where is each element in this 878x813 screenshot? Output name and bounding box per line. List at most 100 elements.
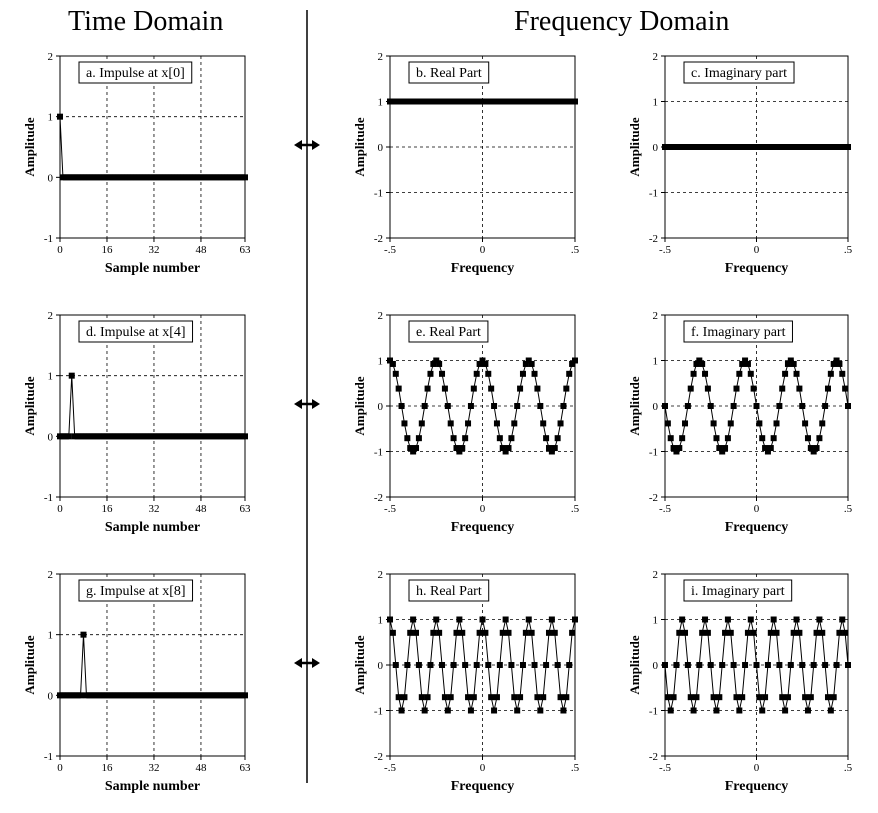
data-point [485, 370, 492, 377]
data-point [662, 403, 668, 409]
data-point [767, 629, 774, 636]
data-point [395, 694, 402, 701]
tick-label-y: 1 [48, 630, 54, 642]
data-point [459, 629, 466, 636]
data-point [444, 707, 451, 714]
data-point [682, 420, 689, 427]
data-point [502, 616, 509, 623]
data-point [407, 445, 414, 452]
data-point [488, 694, 495, 701]
data-point [819, 420, 826, 427]
data-point [682, 629, 689, 636]
x-axis-label: Frequency [725, 779, 789, 794]
data-point [453, 445, 460, 452]
data-point [569, 629, 576, 636]
data-point [392, 370, 399, 377]
data-point [404, 662, 411, 668]
data-point [719, 448, 726, 455]
series-line [59, 116, 245, 178]
tick-label-x: 32 [148, 244, 159, 256]
data-point [522, 629, 529, 636]
data-point [719, 662, 726, 668]
data-point [537, 707, 544, 714]
data-point [799, 662, 806, 668]
data-point [756, 694, 763, 701]
data-point [759, 707, 766, 714]
data-point [441, 694, 448, 701]
data-point [508, 435, 515, 442]
y-axis-label: Amplitude [352, 376, 367, 435]
data-point [563, 385, 570, 392]
tick-label-x: -.5 [659, 503, 671, 515]
data-point [456, 616, 463, 623]
plot-title-box [408, 61, 490, 84]
tick-label-y: -2 [649, 751, 658, 763]
series-line [60, 375, 245, 437]
tick-label-y: 0 [48, 431, 54, 443]
data-point [554, 435, 561, 442]
data-point [827, 370, 834, 377]
data-point [441, 385, 448, 392]
data-point [450, 435, 457, 442]
data-point [485, 662, 492, 668]
data-point [505, 629, 512, 636]
data-point [753, 403, 760, 409]
data-point [572, 616, 578, 623]
y-axis-label: Amplitude [627, 117, 642, 176]
plot-title: f. Imaginary part [691, 325, 786, 340]
data-point [531, 370, 538, 377]
plot-g: 0 16 32 48 63 -1 0 1 2 Sample number Amplitude g. I… [22, 569, 251, 794]
data-point [528, 629, 535, 636]
data-point [693, 360, 700, 367]
tick-label-y: 2 [48, 310, 54, 322]
data-point [790, 360, 797, 367]
data-point [707, 403, 714, 409]
data-point [836, 360, 843, 367]
data-point [540, 694, 547, 701]
data-point [819, 629, 826, 636]
plot-i: -.5 0 .5 -2 -1 0 1 2 Frequency Amplitude i. Imagin… [627, 569, 853, 794]
data-point [699, 629, 706, 636]
tick-label-x: 0 [57, 762, 63, 774]
data-point [473, 662, 480, 668]
data-point [739, 694, 746, 701]
data-point [813, 445, 820, 452]
tick-label-x: 48 [195, 244, 207, 256]
tick-label-x: .5 [844, 762, 853, 774]
plot-h: -.5 0 .5 -2 -1 0 1 2 Frequency Amplitude h. Real P… [352, 569, 580, 794]
tick-label-y: -1 [44, 751, 53, 763]
data-point [450, 662, 457, 668]
tick-label-y: 0 [48, 690, 54, 702]
data-point [696, 662, 703, 668]
tick-label-x: 32 [148, 762, 159, 774]
tick-label-y: 1 [653, 356, 659, 368]
tick-label-y: 1 [48, 371, 54, 383]
tick-label-y: 2 [378, 569, 384, 581]
data-point [401, 420, 408, 427]
data-point [664, 420, 671, 427]
data-point [502, 448, 509, 455]
data-point [545, 445, 552, 452]
data-point [716, 694, 723, 701]
data-point [415, 435, 422, 442]
data-point [430, 360, 437, 367]
plot-title-box [683, 61, 795, 84]
data-point [407, 629, 414, 636]
data-point [784, 694, 791, 701]
data-point [525, 616, 532, 623]
data-point [389, 360, 396, 367]
data-point [845, 662, 851, 668]
data-point [447, 694, 454, 701]
tick-label-y: 0 [48, 172, 54, 184]
data-point [505, 445, 512, 452]
data-point [493, 420, 500, 427]
tick-label-x: 0 [57, 244, 63, 256]
data-point [540, 420, 547, 427]
tick-label-x: 0 [480, 503, 486, 515]
data-point [566, 370, 573, 377]
data-point [807, 694, 814, 701]
data-point [813, 629, 820, 636]
data-point [782, 370, 789, 377]
data-point [787, 357, 794, 364]
